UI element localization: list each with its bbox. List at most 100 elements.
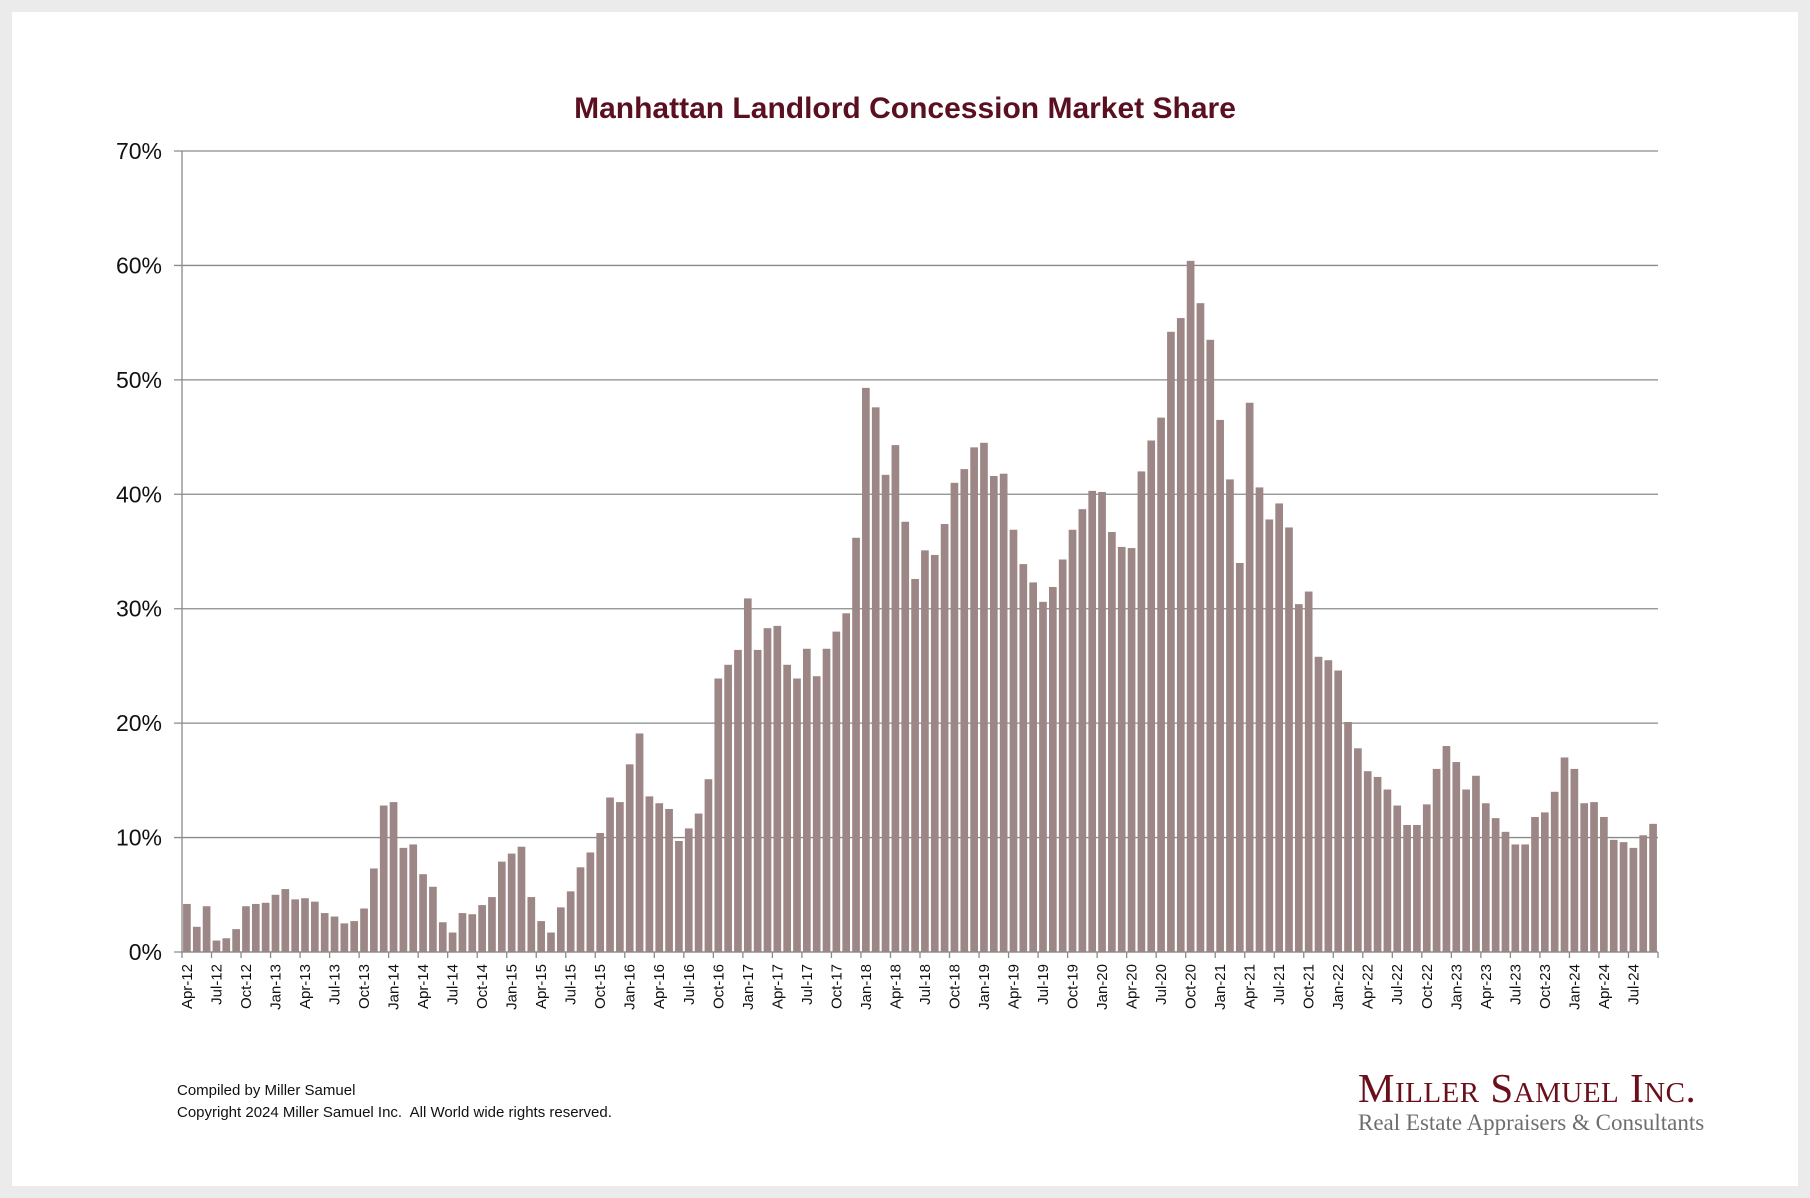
bar-Nov-12 [251, 903, 260, 952]
x-tick-label: Oct-21 [1301, 964, 1318, 1009]
x-tick-label: Jul-18 [917, 964, 934, 1005]
bar-Jun-20 [1147, 440, 1156, 952]
x-tick-label: Jan-16 [622, 964, 639, 1010]
x-tick-label: Jul-23 [1507, 964, 1524, 1005]
bar-Dec-12 [261, 902, 270, 952]
bar-Jul-20 [1157, 417, 1165, 953]
bar-Oct-20 [1186, 260, 1195, 952]
bar-Feb-23 [1462, 789, 1470, 952]
bar-Jun-23 [1501, 831, 1510, 952]
x-tick-label: Apr-14 [415, 964, 432, 1009]
bar-Mar-24 [1590, 802, 1598, 952]
bar-May-24 [1609, 839, 1618, 952]
chart-title: Manhattan Landlord Concession Market Sha… [574, 92, 1236, 125]
x-axis-ticks: Apr-12 Jul-12 Oct-12 Jan-13 Apr-13 Jul-13 Oct-… [179, 964, 1642, 1010]
y-axis-ticks: 0% 10% 20% 30% 40% 50% 60% 70% [116, 138, 162, 965]
bar-Feb-17 [753, 649, 762, 952]
bar-Jun-12 [202, 906, 211, 952]
x-tick-label: Apr-16 [651, 964, 668, 1009]
x-tick-label: Oct-23 [1537, 964, 1554, 1009]
bar-Aug-24 [1639, 835, 1648, 952]
bar-Jul-23 [1511, 844, 1520, 952]
bar-Jan-17 [743, 598, 752, 952]
bar-Nov-18 [960, 469, 969, 952]
bar-Apr-22 [1363, 771, 1372, 952]
axes [181, 151, 1659, 958]
bar-Sep-13 [350, 921, 359, 952]
bar-May-13 [311, 901, 319, 952]
bar-Jun-13 [320, 913, 329, 952]
bar-Jun-18 [911, 578, 919, 952]
x-tick-label: Jan-23 [1448, 964, 1465, 1010]
chart-card: Manhattan Landlord Concession Market Sha… [12, 12, 1798, 1186]
bar-Sep-17 [822, 648, 831, 952]
bar-Nov-13 [370, 868, 378, 952]
bar-Aug-17 [812, 676, 821, 952]
bar-Jul-19 [1039, 601, 1047, 952]
x-tick-label: Oct-22 [1419, 964, 1436, 1009]
bar-May-20 [1137, 471, 1146, 952]
bar-Dec-15 [616, 802, 624, 952]
bar-Nov-14 [488, 897, 496, 952]
x-tick-label: Apr-20 [1124, 964, 1141, 1009]
bar-Jul-14 [448, 932, 457, 952]
y-tick-label: 10% [116, 825, 162, 851]
y-tick-label: 60% [116, 252, 162, 278]
x-tick-label: Oct-17 [828, 964, 845, 1009]
bars [183, 260, 1657, 953]
bar-Dec-19 [1088, 490, 1097, 952]
bar-Oct-16 [714, 678, 723, 952]
bar-Feb-21 [1226, 479, 1234, 952]
bar-Jul-21 [1275, 503, 1283, 952]
bar-Sep-19 [1058, 559, 1067, 952]
bar-May-14 [429, 886, 437, 952]
bar-Oct-14 [478, 905, 486, 952]
bar-Dec-22 [1442, 746, 1451, 952]
x-tick-label: Oct-19 [1065, 964, 1082, 1009]
bar-Nov-21 [1314, 656, 1323, 952]
bar-May-15 [547, 932, 555, 952]
bar-Jul-24 [1629, 847, 1638, 952]
x-tick-label: Jan-17 [740, 964, 757, 1010]
x-tick-label: Oct-15 [592, 964, 609, 1009]
x-tick-label: Apr-17 [769, 964, 786, 1009]
bar-Jun-16 [675, 841, 683, 952]
x-tick-label: Apr-12 [179, 964, 196, 1009]
y-tick-label: 40% [116, 481, 162, 507]
bar-Jun-14 [438, 922, 447, 952]
x-tick-label: Jul-20 [1153, 964, 1170, 1005]
bar-Aug-22 [1403, 824, 1411, 952]
bar-Feb-14 [399, 847, 408, 952]
y-tick-label: 20% [116, 710, 162, 736]
x-tick-label: Apr-24 [1596, 964, 1613, 1009]
bar-Apr-24 [1600, 816, 1608, 952]
bar-Oct-23 [1541, 812, 1549, 952]
bar-Mar-14 [409, 844, 418, 952]
bar-Oct-13 [360, 908, 368, 952]
bar-Apr-18 [891, 445, 900, 952]
bar-Aug-13 [340, 923, 349, 952]
x-tick-label: Jul-12 [208, 964, 225, 1005]
bar-Mar-21 [1235, 562, 1244, 952]
bar-Sep-22 [1413, 824, 1421, 952]
x-tick-label: Jul-13 [327, 964, 344, 1005]
bar-Feb-19 [989, 475, 998, 952]
bar-Dec-23 [1560, 757, 1569, 952]
x-tick-label: Jul-19 [1035, 964, 1052, 1005]
x-tick-label: Jul-24 [1625, 964, 1642, 1005]
bar-May-17 [783, 664, 791, 952]
bar-Oct-17 [832, 631, 841, 952]
bar-Aug-16 [694, 813, 703, 952]
bar-Jun-22 [1383, 789, 1392, 952]
x-tick-label: Apr-18 [887, 964, 904, 1009]
x-tick-label: Jul-17 [799, 964, 816, 1005]
bar-Jan-23 [1452, 762, 1461, 952]
logo-name: Miller Samuel Inc. [1358, 1065, 1697, 1111]
bar-Apr-20 [1127, 548, 1136, 952]
footer-credits: Compiled by Miller Samuel Copyright 2024… [177, 1080, 612, 1124]
bar-Mar-22 [1354, 748, 1362, 952]
bar-Jan-19 [980, 442, 988, 952]
x-tick-label: Apr-23 [1478, 964, 1495, 1009]
x-tick-label: Jan-15 [504, 964, 521, 1010]
bar-Nov-19 [1078, 509, 1087, 952]
